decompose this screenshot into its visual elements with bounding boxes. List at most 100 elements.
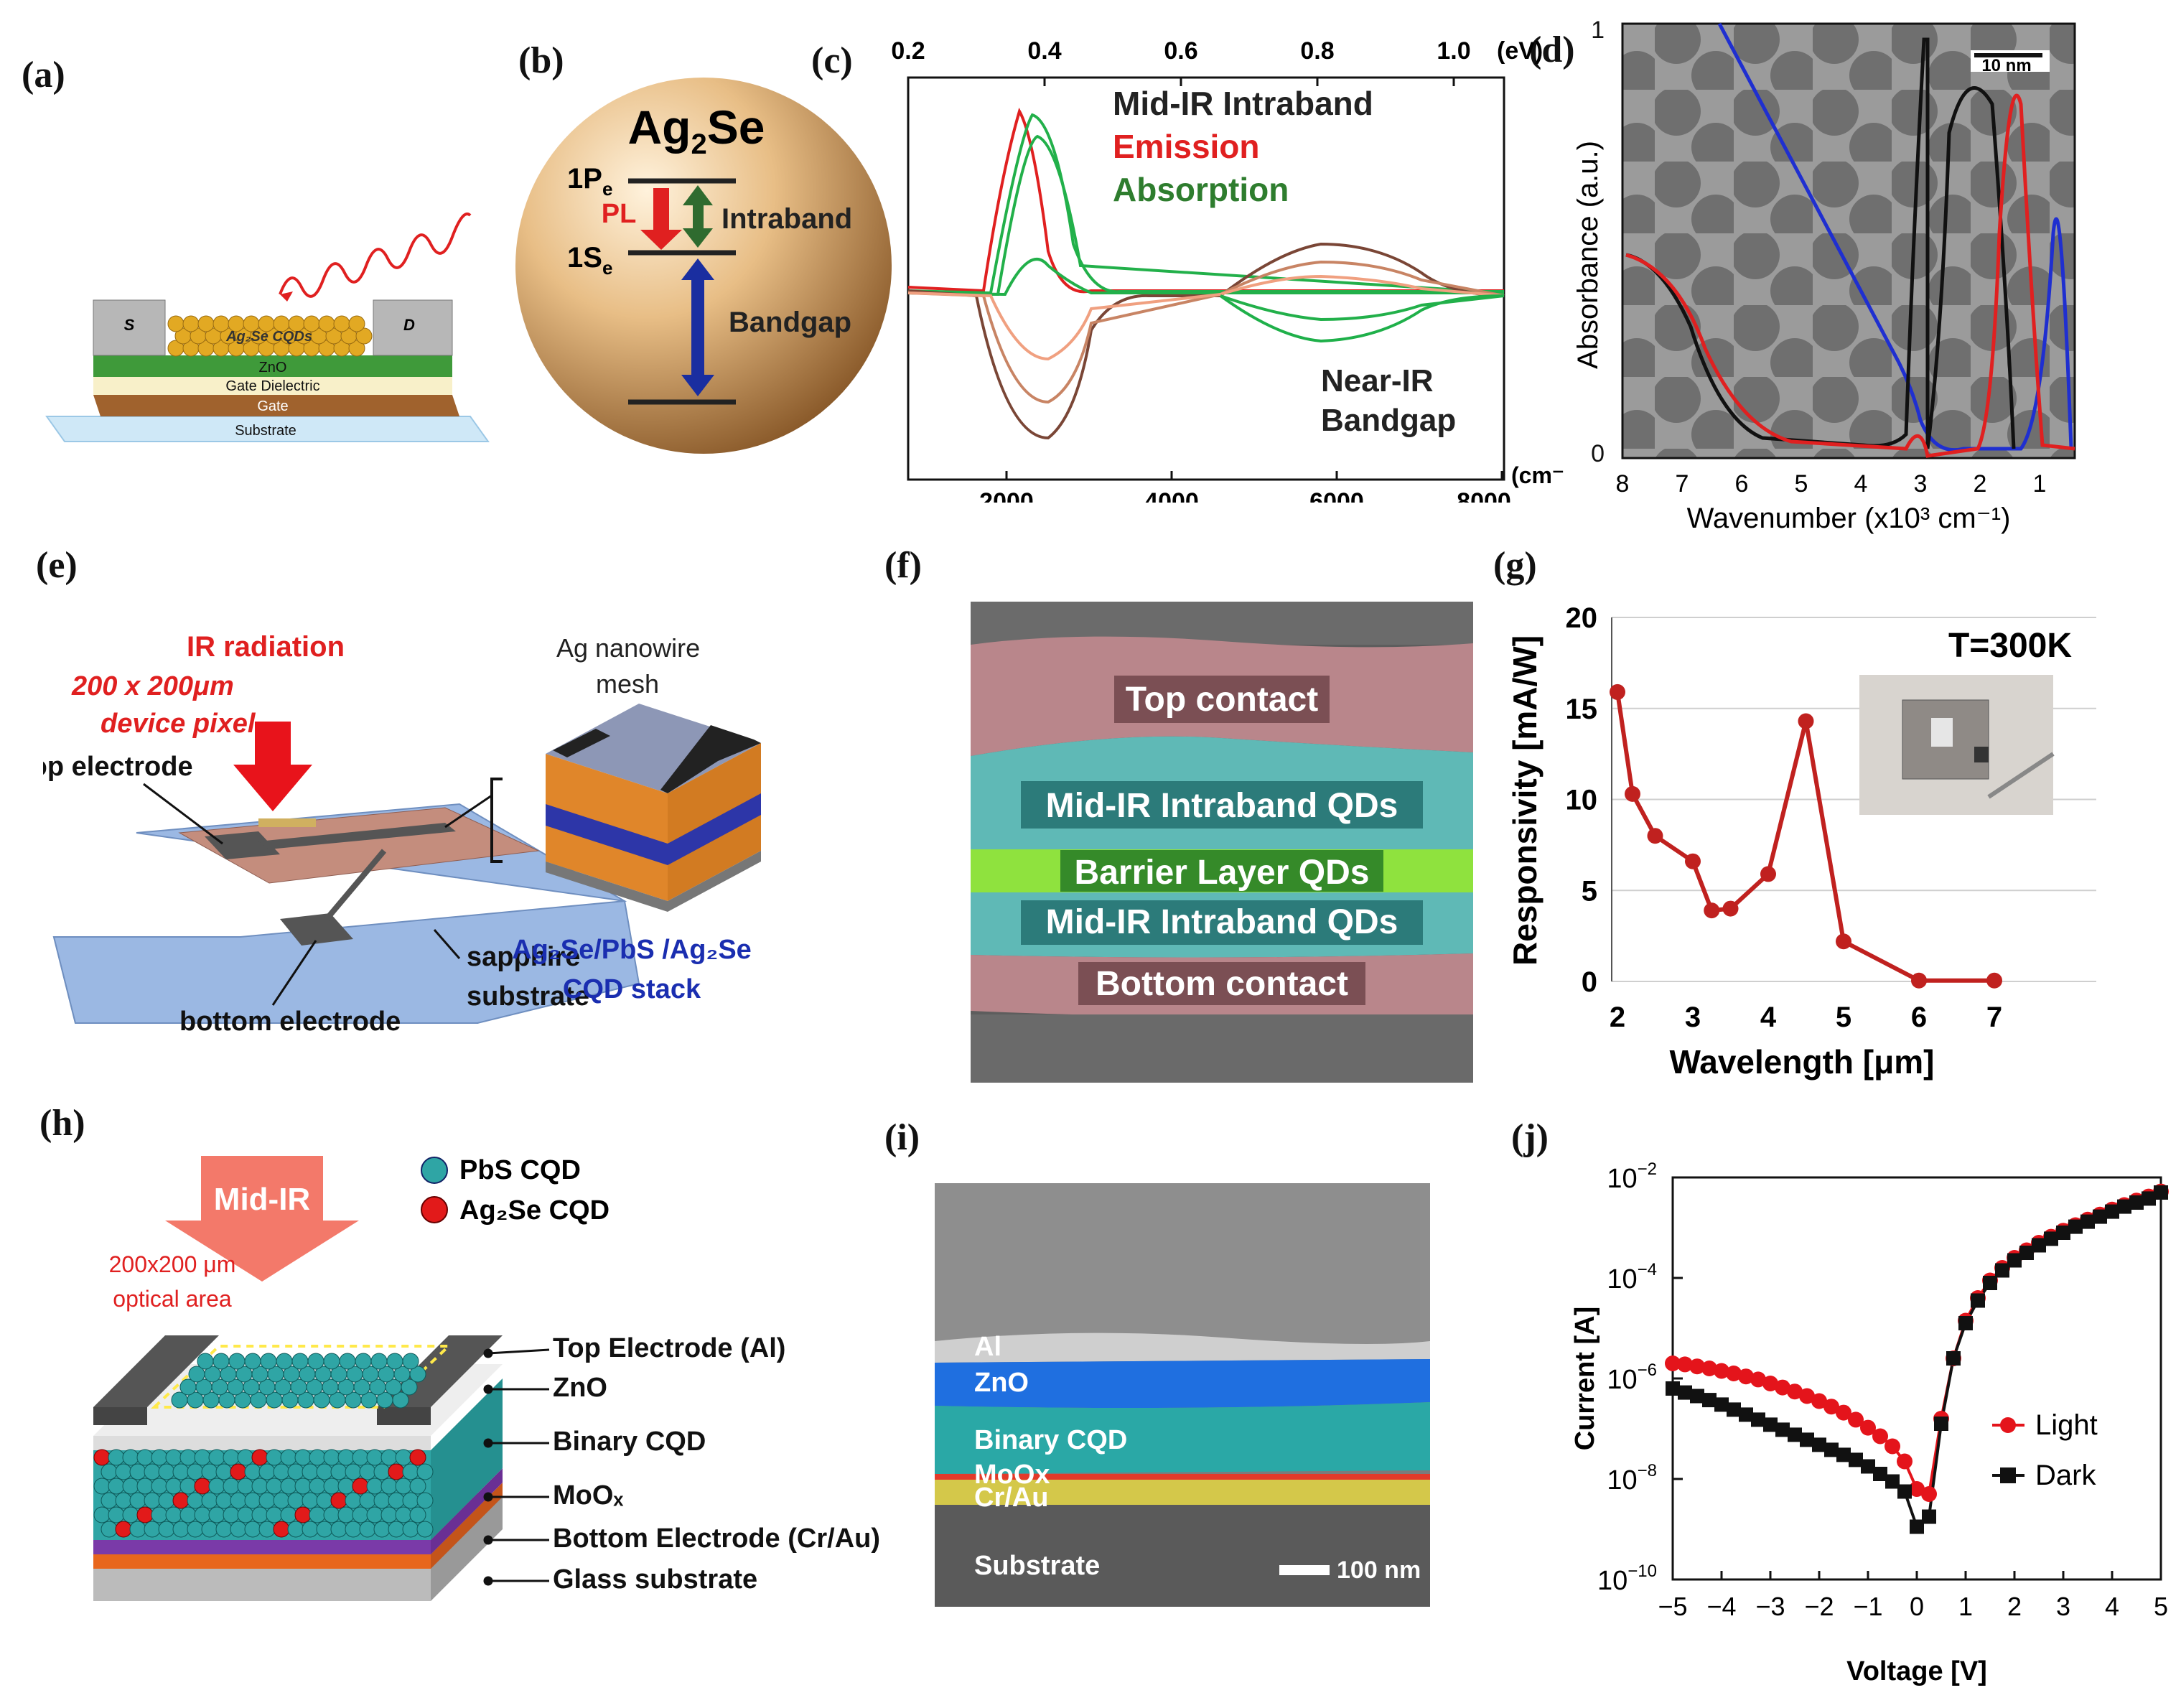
pbs-cqd-sphere (101, 1492, 118, 1509)
g-xtick-label: 2 (1610, 1002, 1625, 1033)
g-data-point (1610, 683, 1625, 700)
pbs-cqd-sphere (158, 1492, 175, 1509)
j-xtick-label: −4 (1706, 1592, 1736, 1621)
panel-a-transistor-schematic: S D Ag₂Se CQDs ZnO Gate Dielectric Gate … (45, 213, 490, 442)
h-moox-label: MoOₓ (553, 1480, 623, 1511)
pbs-cqd-sphere (215, 1521, 233, 1538)
g-data-point (1704, 902, 1720, 919)
g-data-point (1798, 713, 1814, 729)
pbs-cqd-sphere (345, 1521, 362, 1538)
pbs-cqd-sphere (323, 1353, 340, 1370)
j-point-dark (1910, 1519, 1924, 1534)
pbs-cqd-sphere (366, 1478, 383, 1495)
d-curves (1625, 22, 2075, 458)
j-point-light (1836, 1404, 1851, 1421)
pbs-cqd-sphere (291, 1353, 309, 1370)
c-bottom-unit: (cm⁻¹) (1511, 462, 1565, 488)
pbs-cqd-sphere (316, 1463, 333, 1480)
e-top-pad (205, 831, 280, 859)
pbs-cqd-sphere (345, 1492, 362, 1509)
g-x-axis: 2 3 4 5 6 7 (1610, 1002, 2002, 1033)
e-stack-label-1: Ag₂Se/PbS /Ag₂Se (512, 935, 752, 965)
pbs-cqd-sphere (244, 1521, 261, 1538)
pbs-cqd-sphere (213, 1353, 230, 1370)
i-zno-label: ZnO (974, 1368, 1029, 1398)
panel-label-c: (c) (811, 40, 853, 81)
pbs-cqd-sphere (230, 1492, 247, 1509)
d-ytick-0: 0 (1591, 440, 1605, 467)
pbs-cqd-sphere (276, 1353, 293, 1370)
h-glass-layer (93, 1565, 431, 1601)
g-y-axis: 0 5 10 15 20 (1566, 602, 1598, 998)
g-xtick-label: 7 (1986, 1002, 2002, 1033)
pbs-cqd-sphere (144, 1521, 161, 1538)
j-point-dark (1934, 1417, 1948, 1431)
e-sapphire-label-2: substrate (467, 981, 589, 1012)
pbs-cqd-sphere (122, 1449, 139, 1466)
pbs-cqd-sphere (144, 1492, 161, 1509)
pbs-cqd-sphere (309, 1506, 326, 1523)
c-legend-title: Mid-IR Intraband (1113, 85, 1373, 122)
pbs-cqd-sphere (194, 1449, 211, 1466)
j-point-dark (2080, 1214, 2095, 1229)
j-xlabel: Voltage [V] (1846, 1656, 1987, 1686)
c-legend-absorption: Absorption (1113, 171, 1289, 208)
f-bottom-contact-label: Bottom contact (1096, 965, 1348, 1003)
panel-c-spectra: 0.2 0.4 0.6 0.8 1.0 2000 4000 6000 8000 (eV) (c… (891, 37, 1565, 503)
pbs-cqd-sphere (237, 1506, 254, 1523)
j-point-dark (1824, 1442, 1839, 1457)
e-nanowire-label-1: Ag nanowire (556, 633, 700, 663)
pbs-cqd-sphere (409, 1506, 426, 1523)
c-bleach-curve-2 (907, 260, 1505, 404)
d-x-axis: 8 7 6 5 4 3 2 1 (1616, 470, 2047, 498)
pbs-cqd-sphere (302, 1463, 319, 1480)
pbs-cqd-sphere (244, 1463, 261, 1480)
i-scalebar-label: 100 nm (1337, 1557, 1421, 1584)
gate-layer (93, 395, 459, 416)
cqd-sphere (348, 340, 365, 357)
d-ylabel: Absorbance (a.u.) (1576, 141, 1604, 369)
pbs-cqd-sphere (208, 1478, 225, 1495)
ag2se-cqd-sphere (230, 1463, 247, 1480)
j-point-dark (1812, 1437, 1826, 1452)
pbs-cqd-sphere (122, 1478, 139, 1495)
d-scalebar-label: 10 nm (1981, 56, 2031, 75)
g-ytick-label: 5 (1582, 875, 1597, 907)
pbs-cqd-sphere (172, 1463, 190, 1480)
pbs-cqd-sphere (93, 1478, 111, 1495)
j-point-dark (1763, 1417, 1778, 1432)
panel-label-g: (g) (1493, 545, 1537, 586)
j-point-dark (1885, 1474, 1900, 1489)
light-wave (279, 213, 472, 298)
pbs-cqd-sphere (108, 1506, 125, 1523)
pbs-cqd-sphere (359, 1521, 376, 1538)
j-point-dark (1690, 1389, 1704, 1404)
ag2se-sphere (515, 78, 892, 454)
i-binary-layer (935, 1402, 1430, 1474)
pbs-cqd-sphere (307, 1353, 324, 1370)
pbs-cqd-sphere (280, 1478, 297, 1495)
j-ytick-label: 10−6 (1607, 1361, 1657, 1395)
pbs-cqd-sphere (280, 1506, 297, 1523)
g-xtick-label: 4 (1760, 1002, 1777, 1033)
i-moox-label: MoOx (974, 1460, 1050, 1490)
j-y-axis: 10−10 10−8 10−6 10−4 10−2 (1597, 1159, 1683, 1596)
j-legend-dark: Dark (2035, 1460, 2096, 1491)
d-xtick-label: 2 (1974, 470, 1987, 498)
i-substrate-label: Substrate (974, 1551, 1100, 1581)
j-point-dark (2093, 1209, 2107, 1224)
j-xtick-label: 4 (2105, 1592, 2119, 1621)
drain-contact (373, 299, 453, 356)
cqd-sphere (355, 327, 373, 345)
j-point-dark (2154, 1185, 2168, 1200)
panel-label-f: (f) (884, 545, 922, 586)
g-ytick-label: 20 (1566, 602, 1598, 634)
pbs-cqd-sphere (179, 1478, 197, 1495)
c-bleach-curve-1 (907, 242, 1505, 440)
i-moox-layer (935, 1474, 1430, 1480)
j-point-light (1726, 1366, 1742, 1381)
j-point-dark (1666, 1381, 1680, 1396)
j-ylabel: Current [A] (1570, 1307, 1600, 1451)
c-top-unit: (eV) (1497, 37, 1543, 65)
